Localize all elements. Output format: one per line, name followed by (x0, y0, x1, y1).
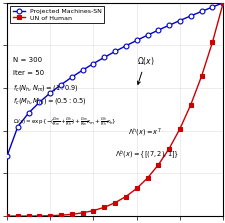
Text: $f_c(N_h, N_m) = (1 : 0.9)$: $f_c(N_h, N_m) = (1 : 0.9)$ (13, 83, 79, 93)
UN of Human (189, 103, 191, 106)
Projected Machines-SN (49, 92, 51, 94)
Projected Machines-SN (59, 83, 62, 86)
Text: $f_c(M_h, M_m) = (0.5 : 0.5)$: $f_c(M_h, M_m) = (0.5 : 0.5)$ (13, 95, 87, 105)
Line: UN of Human: UN of Human (5, 1, 224, 218)
Projected Machines-SN (189, 14, 191, 17)
UN of Human (102, 206, 105, 209)
UN of Human (221, 1, 224, 4)
UN of Human (210, 41, 213, 44)
UN of Human (81, 212, 84, 214)
Text: $\Omega(x) = \exp\{-(\frac{G_m}{R_m} + \frac{G_h}{R_h}) + \frac{G_m}{R_m}x_m + \: $\Omega(x) = \exp\{-(\frac{G_m}{R_m} + \… (13, 115, 117, 128)
Projected Machines-SN (167, 24, 170, 27)
Text: Iter = 50: Iter = 50 (13, 70, 44, 76)
Projected Machines-SN (124, 44, 127, 47)
Projected Machines-SN (27, 112, 30, 114)
Projected Machines-SN (70, 76, 73, 78)
Projected Machines-SN (156, 29, 159, 31)
UN of Human (178, 127, 180, 130)
Projected Machines-SN (81, 69, 84, 72)
Projected Machines-SN (221, 1, 224, 4)
UN of Human (167, 147, 170, 150)
Text: $\Lambda^h(x) = x^7$: $\Lambda^h(x) = x^7$ (128, 126, 161, 139)
Projected Machines-SN (6, 155, 8, 158)
Projected Machines-SN (16, 126, 19, 128)
UN of Human (199, 75, 202, 77)
Text: $\Omega(x)$: $\Omega(x)$ (136, 55, 154, 85)
UN of Human (59, 214, 62, 217)
Legend: Projected Machines-SN, UN of Human: Projected Machines-SN, UN of Human (10, 6, 104, 23)
UN of Human (16, 215, 19, 217)
UN of Human (113, 201, 116, 204)
Projected Machines-SN (38, 101, 40, 104)
Line: Projected Machines-SN: Projected Machines-SN (4, 0, 225, 159)
UN of Human (6, 215, 8, 217)
Projected Machines-SN (92, 62, 94, 65)
UN of Human (38, 215, 40, 217)
UN of Human (49, 214, 51, 217)
UN of Human (27, 215, 30, 217)
Projected Machines-SN (199, 10, 202, 13)
UN of Human (124, 195, 127, 198)
Projected Machines-SN (113, 50, 116, 53)
Projected Machines-SN (102, 56, 105, 59)
UN of Human (156, 163, 159, 166)
UN of Human (92, 209, 94, 212)
UN of Human (135, 187, 137, 190)
Text: $\Lambda^b(x) = \{[(7, 2), 1]\}$: $\Lambda^b(x) = \{[(7, 2), 1]\}$ (115, 148, 179, 161)
Projected Machines-SN (146, 34, 148, 37)
UN of Human (70, 213, 73, 216)
UN of Human (146, 177, 148, 179)
Projected Machines-SN (178, 19, 180, 22)
Projected Machines-SN (210, 6, 213, 8)
Text: N = 300: N = 300 (13, 57, 42, 63)
Projected Machines-SN (135, 39, 137, 42)
